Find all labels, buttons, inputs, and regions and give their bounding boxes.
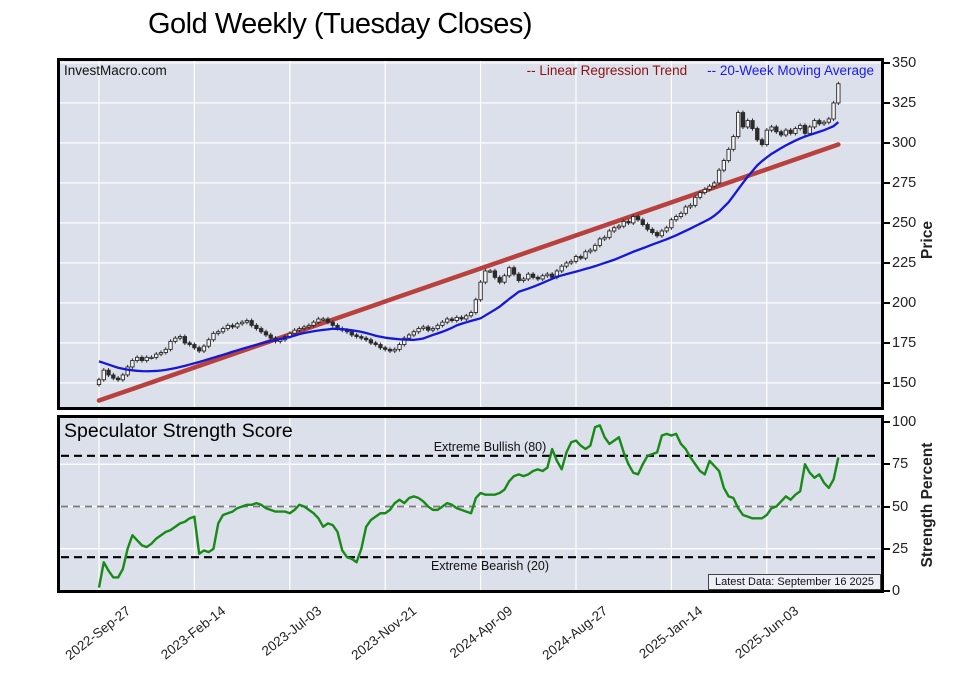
x-tick-2023-Feb-14: 2023-Feb-14	[158, 603, 229, 663]
price-tickmark-350	[884, 61, 890, 64]
strength-tickmark-100	[884, 421, 890, 423]
strength-tick-25: 25	[892, 540, 909, 557]
x-tick-2023-Nov-21: 2023-Nov-21	[348, 603, 420, 663]
chart-title: Gold Weekly (Tuesday Closes)	[148, 8, 533, 40]
strength-chart-canvas	[57, 415, 884, 593]
price-tickmark-275	[884, 181, 890, 184]
price-tickmark-300	[884, 141, 890, 144]
price-tick-175: 175	[892, 334, 917, 351]
x-tick-2023-Jul-03: 2023-Jul-03	[258, 603, 325, 659]
price-axis-title: Price	[919, 221, 936, 259]
price-tick-300: 300	[892, 134, 917, 151]
watermark: InvestMacro.com	[64, 63, 167, 78]
price-tick-200: 200	[892, 294, 917, 311]
x-tick-2024-Apr-09: 2024-Apr-09	[446, 603, 515, 662]
price-tick-350: 350	[892, 54, 917, 71]
strength-tickmark-75	[884, 463, 890, 466]
strength-tickmark-25	[884, 547, 890, 550]
legend-moving-average: -- 20-Week Moving Average	[707, 63, 874, 78]
legend: -- Linear Regression Trend -- 20-Week Mo…	[527, 63, 874, 78]
extreme-bullish-label: Extreme Bullish (80)	[433, 440, 547, 454]
x-tick-2025-Jan-14: 2025-Jan-14	[636, 603, 706, 662]
strength-tickmark-50	[884, 505, 890, 508]
legend-regression: -- Linear Regression Trend	[526, 63, 688, 78]
price-tick-150: 150	[892, 374, 917, 391]
price-tickmark-325	[884, 101, 890, 104]
price-tick-225: 225	[892, 254, 917, 271]
price-chart-canvas	[57, 58, 884, 410]
price-tickmark-250	[884, 221, 890, 224]
extreme-bearish-label: Extreme Bearish (20)	[430, 559, 550, 573]
price-tick-275: 275	[892, 174, 917, 191]
price-tickmark-150	[884, 381, 890, 384]
latest-data-badge: Latest Data: September 16 2025	[708, 574, 881, 590]
strength-tick-75: 75	[892, 456, 909, 473]
strength-tick-50: 50	[892, 498, 909, 515]
x-tick-2025-Jun-03: 2025-Jun-03	[732, 603, 802, 662]
strength-tick-100: 100	[892, 414, 917, 430]
price-tick-250: 250	[892, 214, 917, 231]
strength-panel: Speculator Strength Score Extreme Bullis…	[57, 415, 884, 593]
x-tick-2022-Sep-27: 2022-Sep-27	[62, 603, 134, 663]
strength-panel-title: Speculator Strength Score	[64, 420, 293, 442]
x-tick-2024-Aug-27: 2024-Aug-27	[539, 603, 611, 663]
price-panel: InvestMacro.com -- Linear Regression Tre…	[57, 58, 884, 410]
strength-tick-0: 0	[892, 583, 901, 599]
price-tick-325: 325	[892, 94, 917, 111]
strength-tickmark-0	[884, 590, 890, 592]
price-tickmark-225	[884, 261, 890, 264]
price-tickmark-175	[884, 341, 890, 344]
price-tickmark-200	[884, 301, 890, 304]
